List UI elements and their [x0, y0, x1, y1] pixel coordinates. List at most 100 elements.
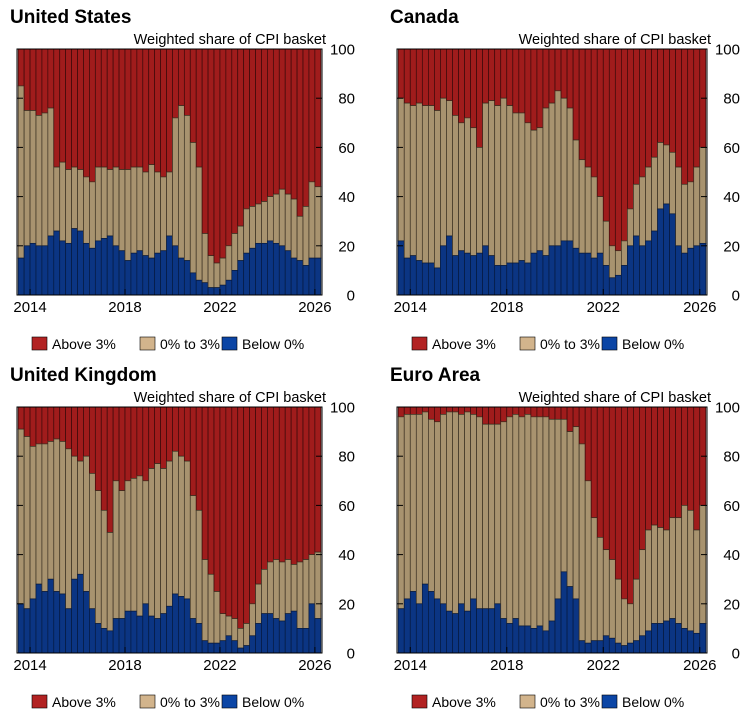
bar-below-0: [403, 257, 411, 296]
bar-0-to-3: [249, 603, 256, 637]
bar-below-0: [530, 252, 538, 296]
bar-0-to-3: [296, 561, 304, 629]
bar-above-3: [476, 48, 483, 148]
bar-below-0: [77, 230, 84, 296]
bar-group: [17, 406, 25, 654]
bar-above-3: [548, 48, 556, 104]
legend-item: Below 0%: [601, 694, 684, 710]
bar-0-to-3: [681, 505, 689, 629]
bar-0-to-3: [136, 475, 144, 617]
bar-below-0: [421, 262, 429, 296]
bar-below-0: [243, 645, 250, 654]
bar-0-to-3: [428, 105, 435, 264]
bar-below-0: [440, 603, 447, 654]
bar-above-3: [178, 406, 185, 457]
bar-0-to-3: [645, 529, 652, 632]
bar-group: [302, 48, 310, 296]
bar-0-to-3: [693, 166, 701, 247]
bar-group: [106, 48, 114, 296]
bar-group: [608, 406, 616, 654]
bar-above-3: [249, 406, 256, 605]
bar-above-3: [142, 406, 150, 482]
bar-above-3: [83, 406, 90, 457]
bar-0-to-3: [657, 527, 664, 624]
bar-group: [71, 406, 78, 654]
bar-group: [542, 48, 550, 296]
bar-above-3: [663, 406, 670, 531]
bar-0-to-3: [488, 423, 496, 610]
bar-group: [207, 48, 215, 296]
bar-group: [47, 48, 55, 296]
bar-group: [614, 406, 622, 654]
bar-below-0: [470, 598, 477, 654]
bar-below-0: [23, 608, 31, 654]
bar-0-to-3: [231, 618, 239, 642]
bar-group: [118, 48, 126, 296]
bar-below-0: [148, 615, 156, 654]
bar-above-3: [255, 406, 262, 585]
bar-below-0: [47, 578, 55, 654]
legend-swatch: [601, 694, 618, 709]
legend-swatch: [31, 336, 48, 351]
bar-above-3: [255, 48, 262, 205]
bar-0-to-3: [421, 411, 429, 585]
bar-group: [284, 48, 292, 296]
bar-above-3: [59, 48, 67, 163]
bar-group: [189, 48, 197, 296]
bar-group: [554, 48, 562, 296]
bar-above-3: [59, 406, 67, 442]
bar-group: [409, 406, 417, 654]
plot-frame: [16, 406, 323, 654]
bar-0-to-3: [142, 480, 150, 605]
bar-group: [148, 48, 156, 296]
bar-group: [47, 406, 55, 654]
y-axis-label: Weighted share of CPI basket: [134, 390, 326, 406]
bar-below-0: [476, 608, 483, 654]
bar-below-0: [112, 245, 120, 296]
bar-0-to-3: [35, 443, 43, 585]
bar-0-to-3: [415, 102, 423, 261]
bar-above-3: [201, 48, 209, 234]
chart-title: Canada: [390, 7, 459, 28]
bar-below-0: [189, 272, 197, 296]
bar-above-3: [421, 48, 429, 106]
legend-swatch: [31, 694, 48, 709]
bar-group: [83, 48, 90, 296]
bar-group: [434, 406, 441, 654]
bar-0-to-3: [542, 107, 550, 256]
bar-0-to-3: [225, 245, 233, 281]
bar-group: [421, 48, 429, 296]
bar-group: [207, 406, 215, 654]
bar-0-to-3: [17, 85, 25, 259]
bar-group: [219, 406, 227, 654]
bar-below-0: [621, 645, 628, 654]
bar-group: [494, 406, 502, 654]
y-axis-label: Weighted share of CPI basket: [519, 390, 711, 406]
bar-below-0: [189, 618, 197, 654]
bar-below-0: [83, 591, 90, 654]
bar-group: [53, 406, 61, 654]
bar-above-3: [249, 48, 256, 207]
bar-group: [41, 48, 49, 296]
bar-below-0: [464, 252, 471, 296]
bar-below-0: [627, 642, 634, 654]
bar-group: [470, 406, 477, 654]
bar-below-0: [272, 618, 280, 654]
bar-above-3: [100, 48, 108, 168]
bar-0-to-3: [578, 443, 586, 642]
bar-0-to-3: [29, 110, 37, 244]
bar-below-0: [536, 625, 544, 654]
bar-above-3: [409, 48, 417, 106]
bar-group: [693, 406, 701, 654]
bar-above-3: [213, 48, 221, 264]
bar-0-to-3: [302, 559, 310, 629]
bar-above-3: [23, 48, 31, 111]
bar-0-to-3: [178, 455, 185, 597]
bar-0-to-3: [106, 532, 114, 632]
bar-above-3: [237, 406, 245, 629]
bar-0-to-3: [699, 505, 707, 624]
bar-below-0: [494, 265, 502, 296]
bar-0-to-3: [302, 206, 310, 266]
bar-below-0: [53, 591, 61, 654]
bar-0-to-3: [195, 509, 203, 624]
